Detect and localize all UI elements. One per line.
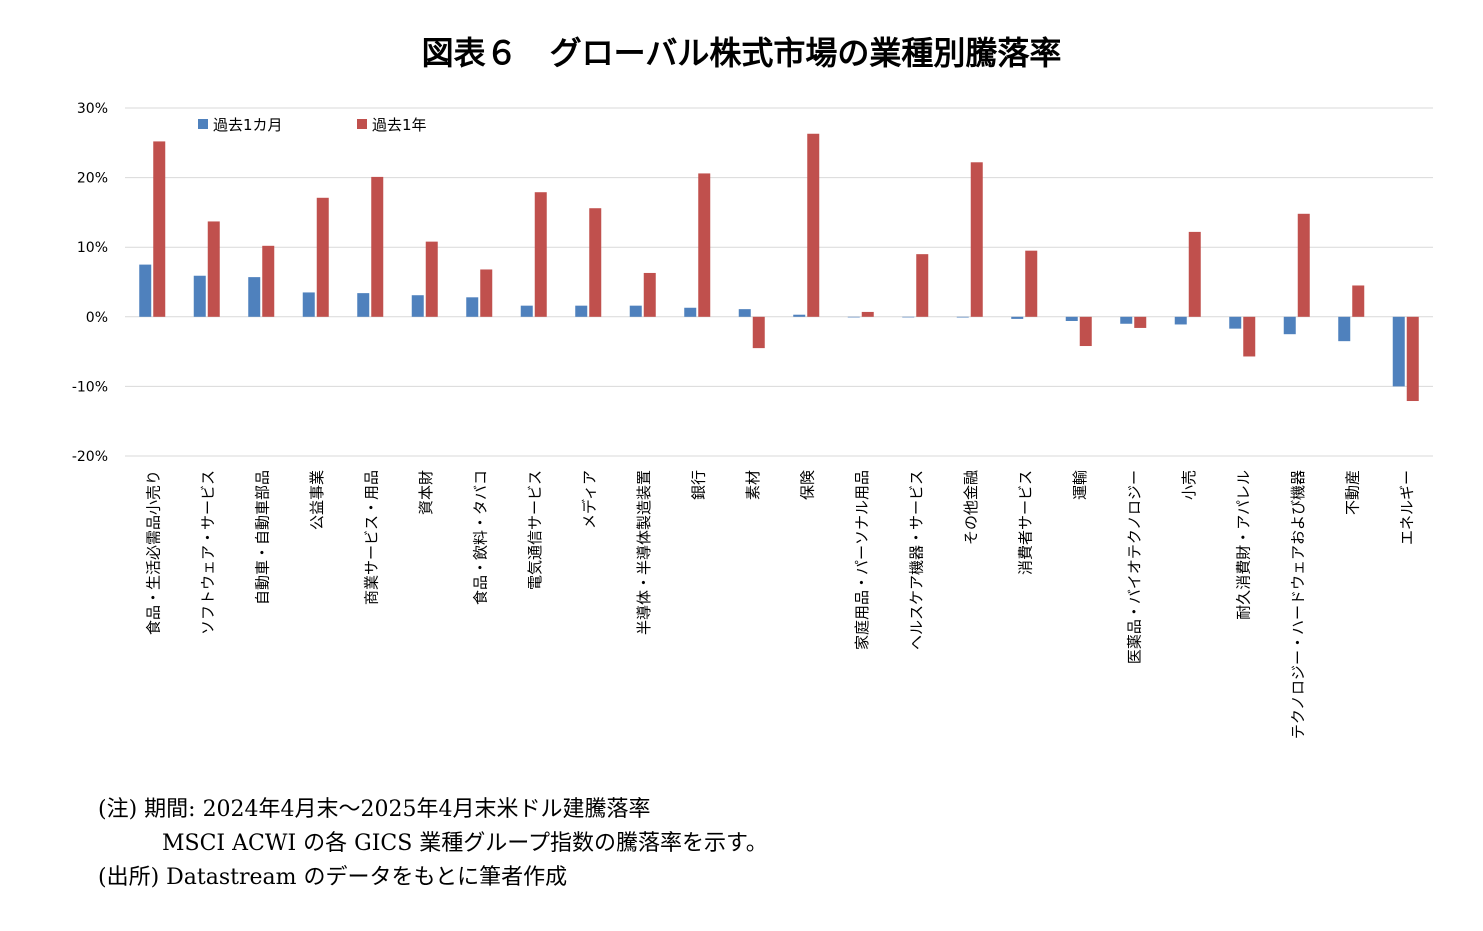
category-label: 食品・生活必需品小売り — [144, 470, 162, 635]
bar-1y — [589, 208, 602, 317]
bar-1m — [575, 305, 588, 317]
bar-1m — [1011, 316, 1024, 319]
x-axis: 食品・生活必需品小売り ソフトウェア・サービス 自動車・自動車部品 公益事業 商業サービ… — [144, 470, 1416, 739]
bar-1y — [1243, 316, 1256, 357]
bar-1y — [1134, 316, 1147, 328]
bar-1y — [916, 254, 929, 317]
bar-1y — [1079, 316, 1092, 347]
category-label: 小売 — [1180, 470, 1198, 500]
category-label: 資本財 — [417, 470, 435, 515]
category-label: 銀行 — [689, 470, 707, 500]
category-label: 保険 — [798, 470, 816, 500]
category-label: その他金融 — [962, 470, 980, 545]
bar-1m — [1174, 316, 1187, 325]
bar-1m — [1065, 316, 1078, 321]
y-tick-label: 0% — [86, 310, 108, 326]
bar-1y — [1352, 285, 1365, 317]
category-label: エネルギー — [1398, 470, 1416, 545]
bar-1m — [411, 295, 424, 317]
chart-title: 図表６ グローバル株式市場の業種別騰落率 — [421, 34, 1062, 72]
y-tick-label: 30% — [77, 101, 108, 117]
category-label: 不動産 — [1343, 470, 1361, 515]
category-label: ソフトウェア・サービス — [199, 470, 217, 635]
category-label: 食品・飲料・タバコ — [471, 470, 489, 605]
notes: (注) 期間: 2024年4月末～2025年4月末米ドル建騰落率 MSCI AC… — [98, 793, 768, 895]
category-label: 消費者サービス — [1016, 470, 1034, 575]
bar-1m — [1392, 316, 1405, 387]
y-tick-label: -20% — [72, 449, 108, 465]
bar-1y — [970, 162, 983, 317]
y-axis: 30% 20% 10% 0% -10% -20% — [72, 101, 108, 465]
category-label: メディア — [580, 470, 598, 529]
y-tick-label: -10% — [72, 379, 108, 395]
bar-1y — [807, 133, 820, 317]
bar-1y — [1025, 250, 1038, 317]
bar-1m — [1338, 316, 1351, 342]
bar-1m — [684, 307, 697, 317]
category-label: 自動車・自動車部品 — [253, 470, 271, 605]
legend: 過去1カ月 過去1年 — [198, 116, 427, 134]
bar-1m — [1283, 316, 1296, 335]
y-tick-label: 20% — [77, 171, 108, 187]
bar-1m — [793, 314, 806, 317]
bar-1m — [1229, 316, 1242, 329]
bar-1y — [316, 197, 329, 317]
bar-1m — [847, 316, 860, 318]
note-period: (注) 期間: 2024年4月末～2025年4月末米ドル建騰落率 — [98, 797, 651, 822]
category-label: 家庭用品・パーソナル用品 — [853, 470, 871, 650]
bar-1y — [1297, 213, 1310, 317]
bar-1m — [629, 305, 642, 317]
y-tick-label: 10% — [77, 240, 108, 256]
bars — [139, 133, 1419, 402]
category-label: 医薬品・バイオテクノロジー — [1125, 470, 1143, 664]
category-label: 運輸 — [1071, 470, 1089, 500]
bar-1y — [1406, 316, 1419, 402]
bar-1y — [861, 311, 874, 317]
bar-1m — [466, 297, 479, 317]
bar-1y — [480, 269, 493, 317]
legend-label-1y: 過去1年 — [372, 116, 427, 134]
category-label: 半導体・半導体製造装置 — [635, 470, 653, 635]
bar-1y — [371, 176, 384, 317]
legend-swatch-1y — [357, 119, 367, 129]
bar-1m — [520, 305, 533, 317]
bar-1y — [1188, 231, 1201, 317]
category-label: 商業サービス・用品 — [362, 470, 380, 605]
bar-1m — [193, 275, 206, 317]
bar-1y — [425, 241, 438, 317]
bar-1m — [248, 277, 261, 317]
category-label: 電気通信サービス — [526, 470, 544, 590]
bar-1y — [534, 192, 547, 317]
category-label: ヘルスケア機器・サービス — [907, 470, 925, 650]
gridlines — [125, 107, 1433, 457]
bar-1y — [643, 272, 656, 317]
bar-1y — [698, 173, 711, 317]
bar-1m — [302, 292, 315, 317]
bar-1y — [207, 221, 220, 317]
bar-chart: 30% 20% 10% 0% -10% -20% 食品・生活必需品小売り ソフトウェア・サー… — [72, 101, 1433, 739]
category-label: テクノロジー・ハードウェアおよび機器 — [1289, 470, 1307, 739]
bar-1y — [153, 141, 166, 317]
legend-label-1m: 過去1カ月 — [213, 116, 283, 134]
bar-1m — [738, 309, 751, 317]
bar-1m — [139, 264, 152, 317]
bar-1m — [902, 316, 915, 318]
note-source: (出所) Datastream のデータをもとに筆者作成 — [98, 865, 568, 890]
note-index: MSCI ACWI の各 GICS 業種グループ指数の騰落率を示す。 — [162, 831, 768, 856]
bar-1y — [262, 245, 275, 317]
bar-1m — [357, 293, 370, 317]
legend-swatch-1m — [198, 119, 208, 129]
category-label: 耐久消費財・アパレル — [1234, 470, 1252, 620]
category-label: 公益事業 — [308, 470, 326, 530]
bar-1y — [752, 316, 765, 349]
category-label: 素材 — [744, 470, 762, 500]
bar-1m — [1120, 316, 1133, 324]
bar-1m — [956, 316, 969, 318]
